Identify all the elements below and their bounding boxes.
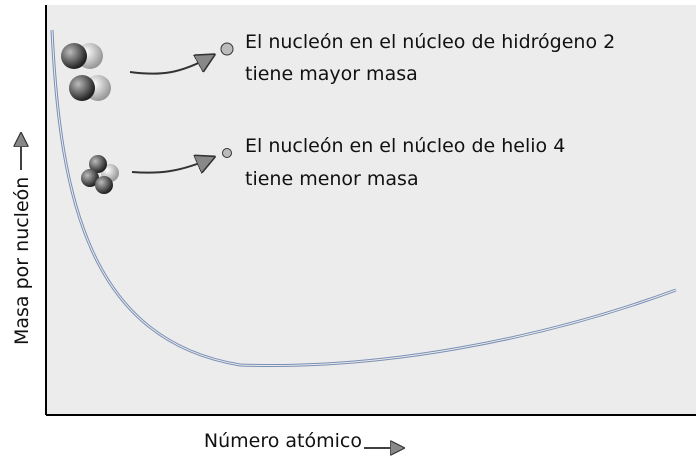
arrow xyxy=(131,158,212,174)
annotation: tiene menor masa xyxy=(245,168,419,190)
annotation: El nucleón en el núcleo de helio 4 xyxy=(245,135,565,157)
x-axis-label: Número atómico xyxy=(204,430,362,452)
y-axis-label: Masa por nucleón xyxy=(11,177,33,345)
curve-inner xyxy=(51,29,677,367)
arrow xyxy=(129,56,212,75)
annotation: El nucleón en el núcleo de hidrógeno 2 xyxy=(245,31,615,53)
annotation: tiene mayor masa xyxy=(245,63,418,85)
marker xyxy=(220,42,234,56)
marker xyxy=(222,148,232,158)
helium-nucleus xyxy=(81,155,119,194)
hydrogen-nucleus xyxy=(61,43,111,101)
